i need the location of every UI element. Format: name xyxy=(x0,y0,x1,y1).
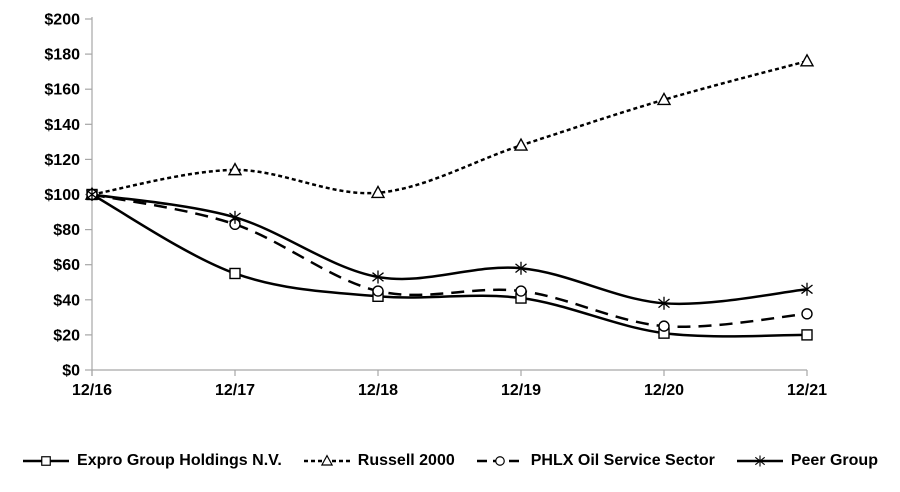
square-marker-icon xyxy=(23,456,70,466)
series-line-russell-2000 xyxy=(91,59,808,196)
y-tick-label: $80 xyxy=(53,222,80,239)
chart-legend: Expro Group Holdings N.V. Russell 2000 PHL… xyxy=(0,452,900,470)
series-line-peer-group xyxy=(91,193,808,306)
legend-item-russell-2000: Russell 2000 xyxy=(303,452,455,470)
series-markers-russell-2000 xyxy=(84,53,815,200)
y-tick-label: $0 xyxy=(62,363,80,380)
square-marker-icon xyxy=(41,456,51,466)
asterisk-marker-icon xyxy=(372,270,384,284)
asterisk-marker-icon xyxy=(801,282,813,296)
triangle-marker-icon xyxy=(799,53,815,67)
y-tick-label: $160 xyxy=(44,82,80,99)
legend-label: Peer Group xyxy=(790,452,878,469)
y-tick-label: $60 xyxy=(53,257,80,274)
legend-label: Russell 2000 xyxy=(357,452,455,469)
x-tick-label: 12/21 xyxy=(787,382,827,399)
asterisk-marker-icon xyxy=(86,188,98,201)
triangle-marker-icon xyxy=(303,454,350,466)
circle-marker-icon xyxy=(515,285,527,297)
circle-marker-icon xyxy=(658,320,670,332)
x-tick-label: 12/19 xyxy=(501,382,541,399)
y-tick-label: $180 xyxy=(44,47,80,64)
asterisk-marker-icon xyxy=(658,296,670,310)
legend-label: PHLX Oil Service Sector xyxy=(530,452,715,469)
series-line-phlx-oil-service-sector xyxy=(91,193,808,328)
triangle-marker-icon xyxy=(370,184,386,199)
y-tick-label: $100 xyxy=(44,187,80,204)
y-tick-label: $20 xyxy=(53,327,80,344)
y-tick-label: $120 xyxy=(44,152,80,169)
y-tick-label: $200 xyxy=(44,12,80,29)
x-tick-label: 12/20 xyxy=(644,382,684,399)
square-marker-icon xyxy=(801,329,813,341)
x-tick-label: 12/17 xyxy=(215,382,255,399)
square-marker-icon xyxy=(229,267,241,280)
asterisk-marker-icon xyxy=(515,261,527,275)
chart-plot-area: $0 $20 $40 $60 $80 $100 $120 $140 $160 $180 $200 12… xyxy=(44,12,827,400)
x-tick-label: 12/18 xyxy=(358,382,398,399)
circle-marker-icon xyxy=(801,308,813,320)
series-markers-expro-group-holdings-n-v xyxy=(86,188,813,341)
asterisk-marker-icon xyxy=(229,210,241,224)
legend-item-expro-group-holdings-n-v: Expro Group Holdings N.V. xyxy=(22,452,282,470)
triangle-marker-icon xyxy=(227,162,243,176)
series-markers-phlx-oil-service-sector xyxy=(86,188,813,332)
y-tick-label: $40 xyxy=(53,292,80,309)
circle-marker-icon xyxy=(494,456,505,466)
series-markers-peer-group xyxy=(86,188,813,310)
triangle-marker-icon xyxy=(320,454,333,466)
asterisk-marker-icon xyxy=(736,455,783,467)
series-line-expro-group-holdings-n-v xyxy=(91,193,808,338)
circle-marker-icon xyxy=(372,285,384,297)
legend-item-peer-group: Peer Group xyxy=(736,452,878,470)
x-tick-label: 12/16 xyxy=(72,382,112,399)
legend-item-phlx-oil-service-sector: PHLX Oil Service Sector xyxy=(476,452,715,470)
circle-marker-icon xyxy=(476,456,523,466)
y-tick-label: $140 xyxy=(44,117,80,134)
legend-label: Expro Group Holdings N.V. xyxy=(77,452,282,469)
asterisk-marker-icon xyxy=(754,455,765,467)
triangle-marker-icon xyxy=(513,137,529,151)
triangle-marker-icon xyxy=(656,91,672,106)
